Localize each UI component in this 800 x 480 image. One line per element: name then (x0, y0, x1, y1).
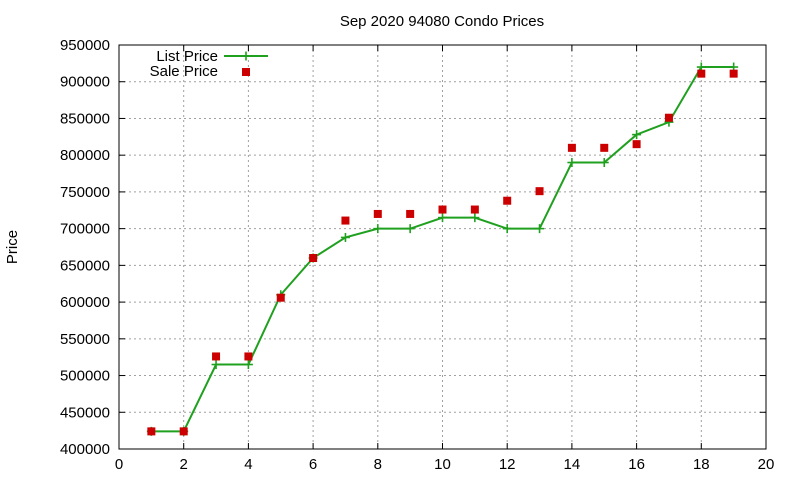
x-tick-label: 12 (499, 456, 516, 473)
list-price-point (632, 130, 642, 140)
x-tick-label: 18 (693, 456, 710, 473)
sale-price-point (179, 427, 188, 436)
y-tick-label: 850000 (60, 110, 110, 127)
x-tick-label: 16 (628, 456, 645, 473)
y-tick-labels: 400000 450000 500000 550000 600000 650000 7000… (60, 37, 110, 458)
sale-price-point (600, 143, 609, 152)
sale-price-point (309, 254, 318, 263)
sale-price-point (664, 113, 673, 122)
y-tick-label: 450000 (60, 404, 110, 421)
x-tick-label: 20 (758, 456, 775, 473)
y-tick-label: 700000 (60, 221, 110, 238)
y-tick-label: 400000 (60, 441, 110, 458)
x-tick-label: 0 (115, 456, 123, 473)
y-tick-label: 550000 (60, 331, 110, 348)
sale-price-point (147, 427, 156, 436)
list-price-point (535, 224, 545, 234)
sale-price-point (729, 69, 738, 78)
y-tick-label: 500000 (60, 368, 110, 385)
x-tick-label: 14 (564, 456, 581, 473)
x-tick-label: 8 (374, 456, 382, 473)
legend-marker-sale-price (242, 68, 250, 76)
y-tick-label: 800000 (60, 147, 110, 164)
legend: List Price Sale Price (150, 48, 268, 80)
sale-price-point (438, 205, 447, 214)
x-tick-label: 6 (309, 456, 317, 473)
sale-price-point (535, 187, 544, 196)
sale-price-point (341, 216, 350, 225)
grid-lines (119, 45, 766, 449)
x-tick-label: 4 (244, 456, 252, 473)
sale-price-point (244, 352, 253, 361)
list-price-point (502, 224, 512, 234)
axis-ticks (118, 44, 767, 450)
y-axis-label: Price (4, 230, 21, 264)
sale-price-point (373, 209, 382, 218)
y-tick-label: 950000 (60, 37, 110, 54)
y-tick-label: 650000 (60, 257, 110, 274)
list-price-point (373, 224, 383, 234)
list-price-point (470, 213, 480, 223)
legend-sample-sale-price (242, 68, 250, 76)
sale-price-point (470, 205, 479, 214)
x-tick-label: 10 (434, 456, 451, 473)
legend-sample-list-price (224, 51, 268, 61)
y-tick-label: 600000 (60, 294, 110, 311)
legend-label-sale-price: Sale Price (150, 63, 218, 80)
series-layer (146, 62, 739, 436)
list-price-point (340, 232, 350, 242)
list-price-point (405, 224, 415, 234)
sale-price-point (567, 143, 576, 152)
sale-price-point (212, 352, 221, 361)
sale-price-point (697, 69, 706, 78)
sale-price-point (276, 293, 285, 302)
list-price-point (599, 158, 609, 168)
sale-price-point (632, 140, 641, 149)
list-price-point (438, 213, 447, 223)
chart-title: Sep 2020 94080 Condo Prices (340, 13, 544, 30)
list-price-point (243, 360, 253, 370)
y-tick-label: 900000 (60, 74, 110, 91)
list-price-point (567, 158, 577, 168)
legend-label-list-price: List Price (156, 48, 218, 65)
legend-marker-list-price (241, 51, 251, 61)
sale-price-point (503, 196, 512, 205)
x-tick-labels: 0 2 4 6 8 10 12 14 16 18 20 (115, 456, 775, 473)
y-tick-label: 750000 (60, 184, 110, 201)
series-sale-price (147, 69, 738, 436)
sale-price-point (406, 209, 415, 218)
x-tick-label: 2 (180, 456, 188, 473)
list-price-point (211, 360, 221, 370)
